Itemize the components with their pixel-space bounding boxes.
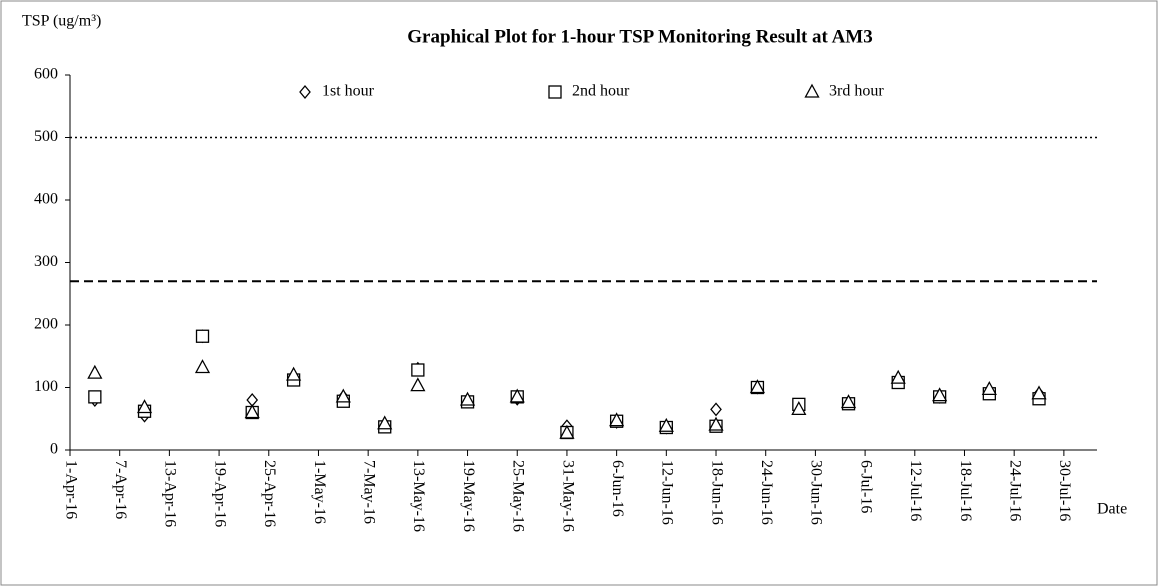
point xyxy=(136,399,153,414)
y-tick-label: 300 xyxy=(34,253,58,270)
point xyxy=(708,416,724,431)
point xyxy=(609,412,625,427)
x-tick-label: 25-May-16 xyxy=(510,460,527,532)
point xyxy=(749,379,766,394)
legend-label: 1st hour xyxy=(322,83,375,100)
x-tick-label: 6-Jun-16 xyxy=(609,460,626,517)
x-tick-label: 6-Jul-16 xyxy=(857,460,874,513)
legend-marker xyxy=(804,83,820,98)
x-tick-label: 7-Apr-16 xyxy=(112,460,129,519)
point xyxy=(509,388,525,403)
point xyxy=(791,401,807,416)
point xyxy=(459,391,476,406)
point xyxy=(88,390,102,404)
x-tick-label: 31-May-16 xyxy=(559,460,576,532)
point xyxy=(87,364,103,379)
point xyxy=(1031,385,1047,400)
y-tick-label: 400 xyxy=(34,191,58,208)
point xyxy=(411,363,425,377)
x-tick-label: 13-Apr-16 xyxy=(162,460,179,527)
y-tick-label: 0 xyxy=(50,441,58,458)
point xyxy=(335,388,351,403)
point xyxy=(840,394,857,409)
x-tick-label: 30-Jul-16 xyxy=(1056,460,1073,521)
x-tick-label: 1-Apr-16 xyxy=(62,460,79,519)
x-tick-label: 7-May-16 xyxy=(360,460,377,524)
x-tick-label: 24-Jun-16 xyxy=(758,460,775,525)
x-tick-label: 18-Jun-16 xyxy=(708,460,725,525)
chart-title: Graphical Plot for 1-hour TSP Monitoring… xyxy=(407,26,873,47)
point xyxy=(195,329,210,343)
x-tick-label: 18-Jul-16 xyxy=(957,460,974,521)
point xyxy=(244,404,260,419)
x-tick-label: 24-Jul-16 xyxy=(1007,460,1024,521)
x-tick-label: 13-May-16 xyxy=(410,460,427,532)
x-tick-label: 12-Jul-16 xyxy=(907,460,924,521)
legend-marker xyxy=(548,85,562,99)
x-tick-label: 12-Jun-16 xyxy=(659,460,676,525)
x-axis-label: Date xyxy=(1097,501,1127,518)
y-tick-label: 600 xyxy=(34,66,58,83)
x-tick-label: 19-May-16 xyxy=(460,460,477,532)
point xyxy=(932,387,948,402)
point xyxy=(410,377,426,392)
x-tick-label: 1-May-16 xyxy=(311,460,328,524)
legend-marker xyxy=(299,84,311,100)
x-tick-label: 30-Jun-16 xyxy=(808,460,825,525)
y-tick-label: 100 xyxy=(34,378,58,395)
y-tick-label: 500 xyxy=(34,128,58,145)
y-tick-label: 200 xyxy=(34,316,58,333)
x-tick-label: 19-Apr-16 xyxy=(211,460,228,527)
point xyxy=(890,369,906,384)
y-axis-label: TSP (ug/m³) xyxy=(22,13,101,30)
point xyxy=(194,359,211,374)
point xyxy=(559,424,575,439)
legend-label: 2nd hour xyxy=(572,83,630,100)
point xyxy=(377,415,393,430)
legend-label: 3rd hour xyxy=(829,83,884,100)
x-tick-label: 25-Apr-16 xyxy=(261,460,278,527)
point xyxy=(981,381,997,396)
point xyxy=(658,417,674,432)
point xyxy=(286,366,302,381)
point xyxy=(710,402,722,417)
